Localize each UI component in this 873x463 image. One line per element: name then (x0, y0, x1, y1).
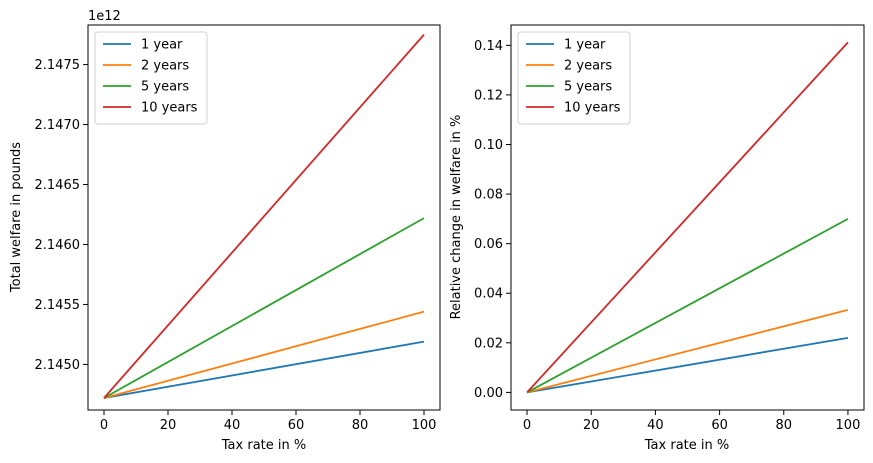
y-tick-label: 0.00 (474, 386, 503, 401)
series-line-5-years (526, 218, 849, 394)
series-group (103, 34, 425, 399)
y-tick-label: 2.1470 (35, 118, 81, 133)
x-tick-label: 40 (647, 418, 664, 433)
legend-label: 1 year (141, 38, 183, 53)
legend-label: 2 years (141, 59, 189, 74)
plot-frame (510, 24, 865, 411)
y-tick-label: 2.1450 (35, 358, 81, 373)
x-tick-label: 80 (352, 418, 369, 433)
series-line-10-years (526, 41, 849, 394)
y-tick-label: 0.12 (474, 88, 503, 103)
legend-frame (94, 31, 208, 125)
x-axis-label: Tax rate in % (221, 438, 306, 453)
ticks: 0 20 40 60 80 100 0.00 0.02 0.04 0.06 0.08 0.10 0.12… (474, 39, 860, 433)
x-tick-label: 20 (583, 418, 600, 433)
offset-label: 1e12 (88, 9, 121, 24)
chart-left: 1e12 Tax rate in % Total welfare in poun… (9, 9, 441, 453)
legend-label: 2 years (564, 59, 612, 74)
x-tick-label: 60 (711, 418, 728, 433)
series-line-2-years (526, 308, 849, 394)
y-axis-label: Relative change in welfare in % (449, 115, 464, 320)
x-tick-label: 100 (412, 418, 437, 433)
legend-frame (517, 31, 631, 125)
y-tick-label: 0.14 (474, 39, 503, 54)
y-axis-label: Total welfare in pounds (9, 142, 24, 293)
ticks: 0 20 40 60 80 100 2.1450 2.1455 2.1460 2.1465 2.14… (35, 58, 437, 433)
y-tick-label: 2.1465 (35, 178, 81, 193)
y-tick-label: 0.08 (474, 188, 503, 203)
legend: 1 year 2 years 5 years 10 years (94, 31, 208, 125)
x-tick-label: 0 (523, 418, 531, 433)
series-line-10-years (103, 34, 425, 399)
y-tick-label: 2.1455 (35, 298, 81, 313)
chart-right: Tax rate in % Relative change in welfare… (449, 24, 865, 453)
x-tick-label: 40 (224, 418, 241, 433)
series-line-1-year (103, 340, 425, 399)
y-tick-label: 2.1475 (35, 58, 81, 73)
x-axis-label: Tax rate in % (644, 438, 729, 453)
y-tick-label: 0.10 (474, 138, 503, 153)
plot-frame (87, 24, 441, 411)
series-line-5-years (103, 217, 425, 399)
legend-label: 5 years (141, 80, 189, 95)
legend-label: 5 years (564, 80, 612, 95)
y-tick-label: 0.06 (474, 237, 503, 252)
series-group (526, 41, 849, 394)
x-tick-label: 0 (100, 418, 108, 433)
y-tick-label: 2.1460 (35, 238, 81, 253)
series-line-1-year (526, 336, 849, 394)
x-tick-label: 100 (836, 418, 861, 433)
x-tick-label: 60 (288, 418, 305, 433)
y-tick-label: 0.04 (474, 287, 503, 302)
series-line-2-years (103, 310, 425, 399)
y-tick-label: 0.02 (474, 336, 503, 351)
x-tick-label: 80 (775, 418, 792, 433)
legend-label: 10 years (564, 101, 621, 116)
legend-label: 10 years (141, 101, 198, 116)
legend-label: 1 year (564, 38, 606, 53)
legend: 1 year 2 years 5 years 10 years (517, 31, 631, 125)
x-tick-label: 20 (160, 418, 177, 433)
